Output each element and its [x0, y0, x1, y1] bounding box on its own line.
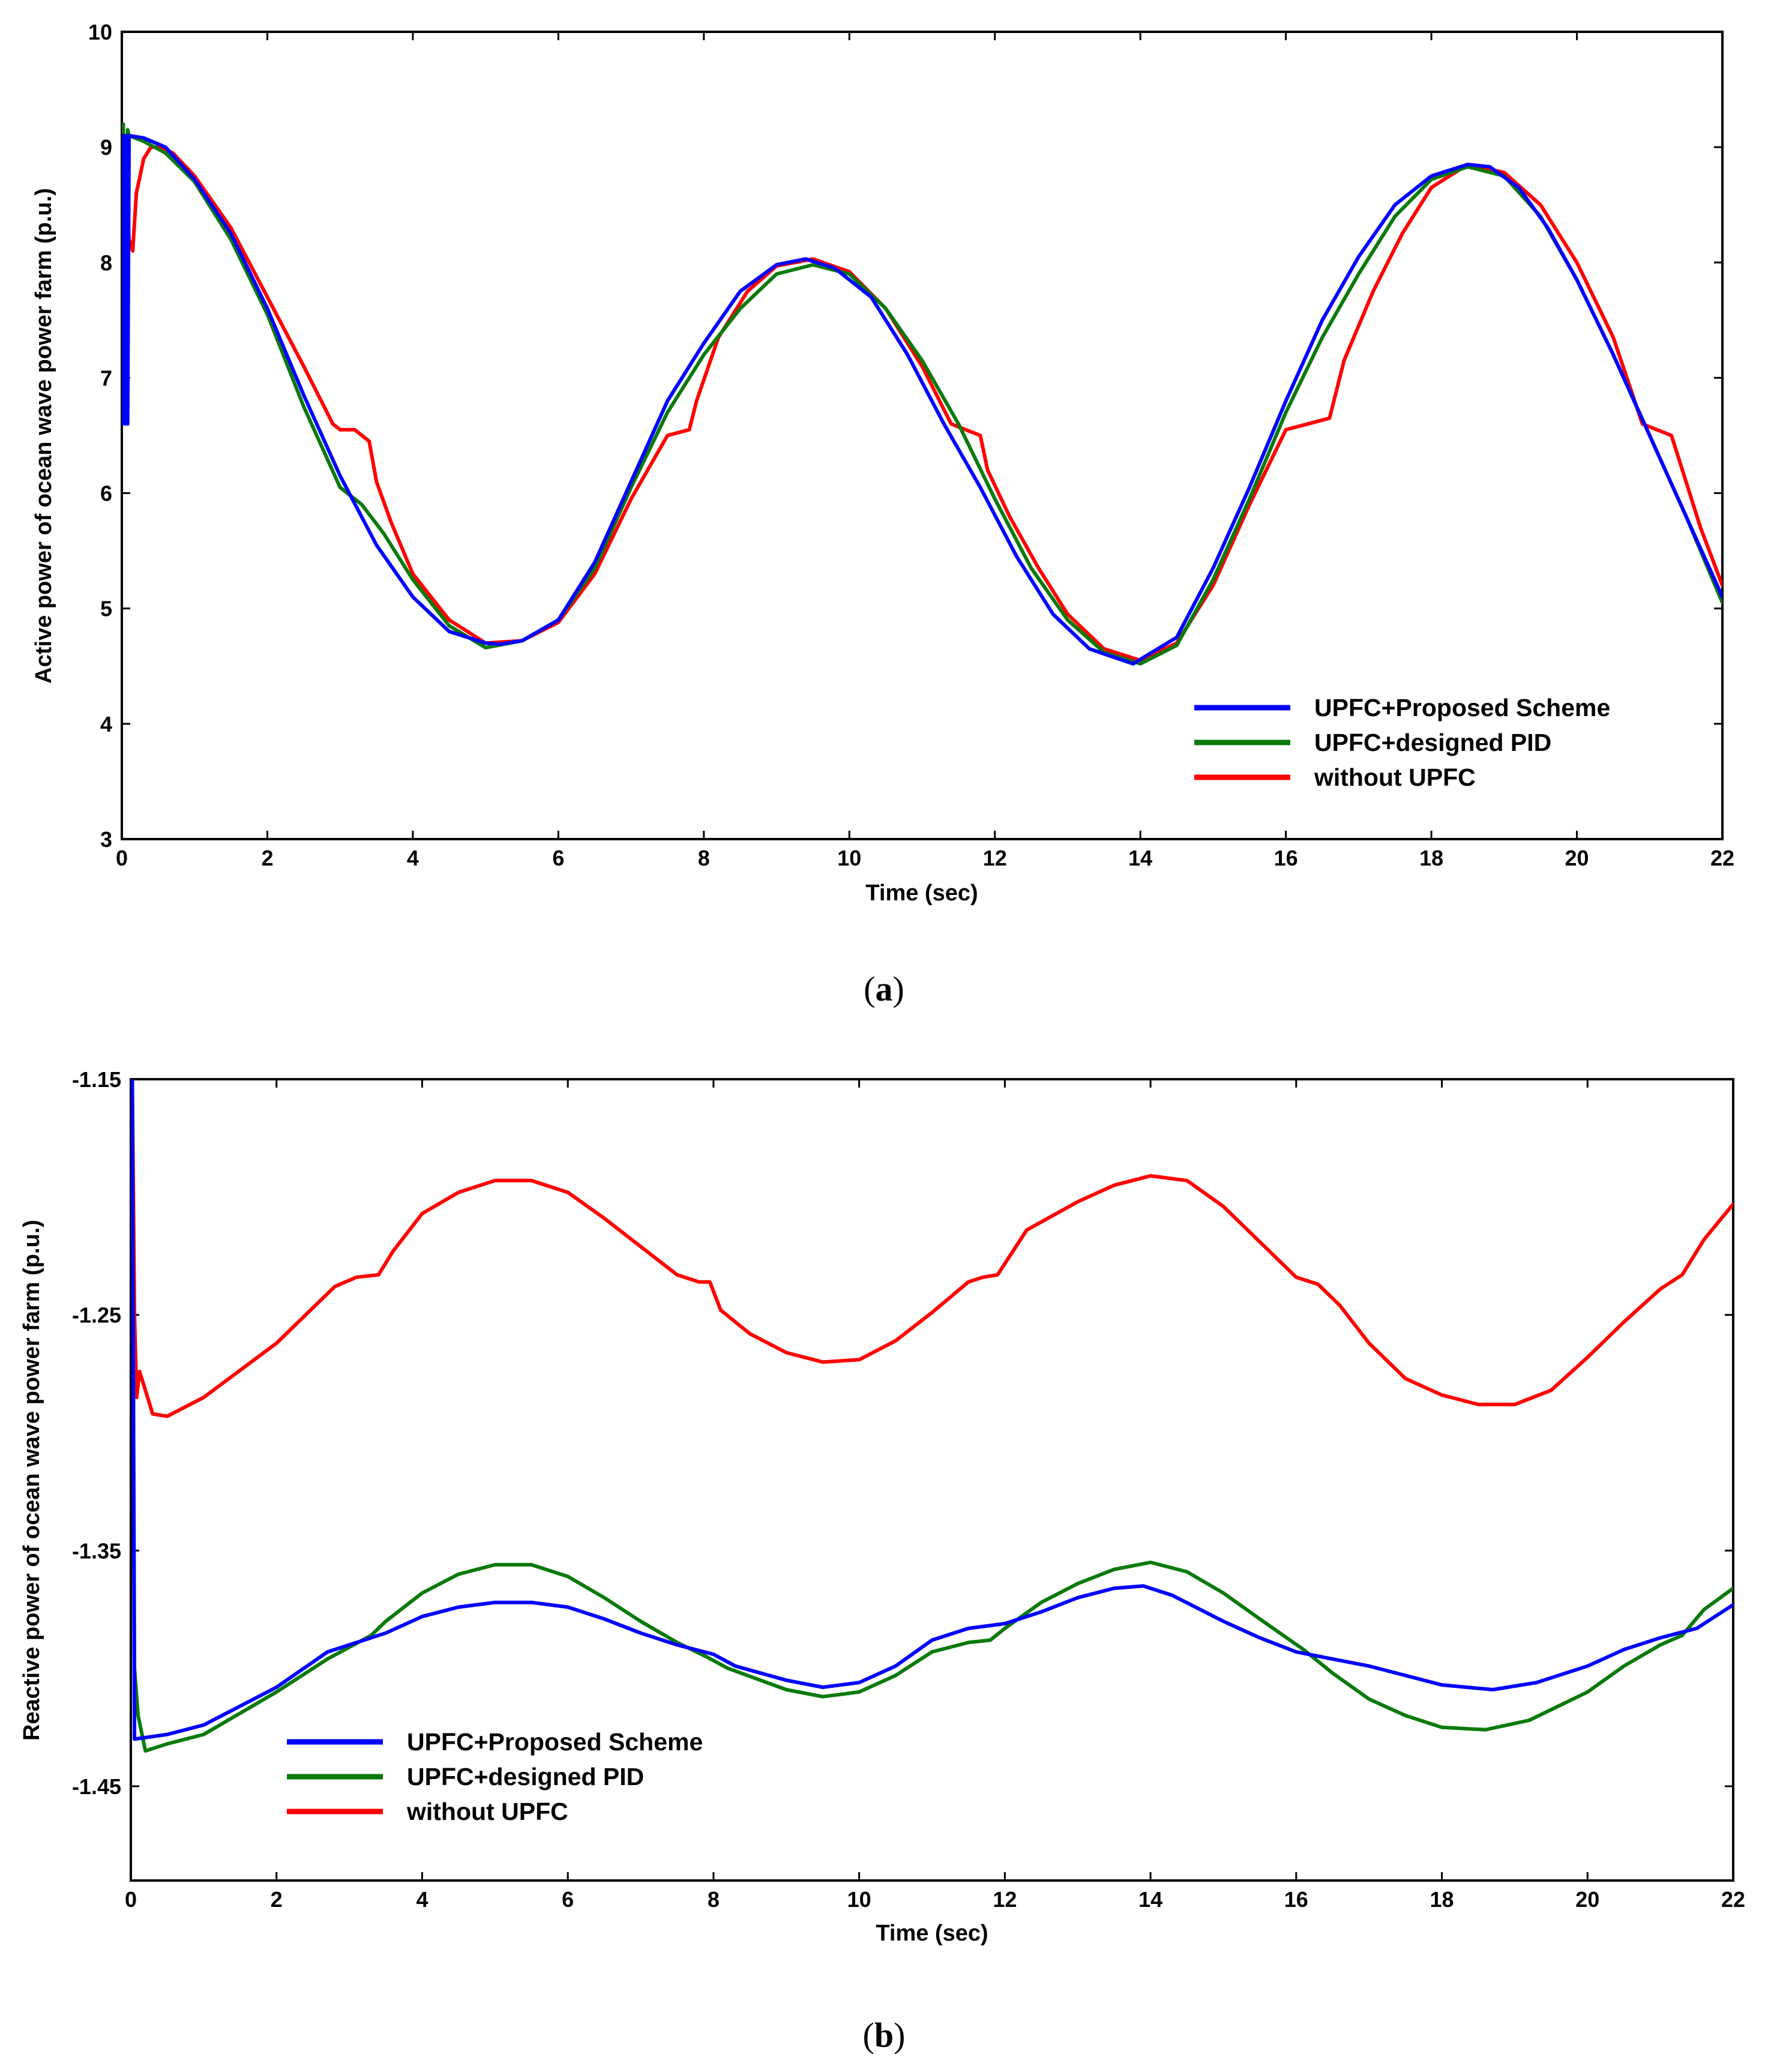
x-tick-label-a: 10	[837, 846, 861, 870]
plot-area-a	[121, 31, 1724, 840]
panel-b: 0 2 4 6 8 10 12 14 16 18 20 22-1.15-1.25-1.35-1.45 …	[19, 1067, 1745, 2055]
series-group-a	[122, 122, 1722, 666]
y-tick-label-a: 7	[100, 366, 112, 390]
x-tick-label-b: 6	[562, 1887, 574, 1912]
legend-label-a-2: UPFC+designed PID	[1314, 729, 1551, 756]
y-tick-label-a: 8	[100, 250, 112, 275]
y-tick-label-b: -1.15	[72, 1067, 121, 1092]
x-tick-label-b: 20	[1575, 1887, 1599, 1912]
y-tick-label-a: 4	[100, 712, 112, 736]
series-line-a-1	[122, 133, 1722, 666]
series-line-b-3	[131, 1079, 1733, 1418]
tick-labels-b: 0 2 4 6 8 10 12 14 16 18 20 22 -1.15 -1.25 -1.35 -1.45	[72, 1067, 1745, 1912]
x-tick-label-a: 18	[1419, 846, 1443, 870]
x-tick-label-b: 4	[416, 1887, 428, 1912]
caption-letter-b: b	[874, 2016, 894, 2055]
legend-label-b-1: UPFC+Proposed Scheme	[407, 1728, 703, 1756]
x-axis-title-a: Time (sec)	[865, 881, 978, 906]
legend-label-b-3: without UPFC	[406, 1798, 568, 1825]
x-tick-label-a: 8	[698, 846, 710, 870]
y-tick-label-a: 6	[100, 481, 112, 506]
x-tick-label-a: 14	[1128, 846, 1152, 870]
legend-b: UPFC+Proposed Scheme UPFC+designed PID wit…	[287, 1728, 703, 1825]
x-tick-label-a: 2	[261, 846, 273, 870]
x-tick-label-b: 22	[1721, 1887, 1745, 1912]
x-tick-label-a: 12	[983, 846, 1007, 870]
ticks-b	[130, 1078, 1734, 1881]
y-tick-label-a: 3	[100, 827, 112, 852]
legend-label-a-3: without UPFC	[1314, 763, 1476, 791]
series-line-b-2	[131, 1079, 1733, 1753]
series-line-a-3	[122, 145, 1722, 663]
x-tick-label-b: 2	[271, 1887, 283, 1912]
series-line-a-2	[122, 122, 1722, 666]
x-tick-label-b: 10	[847, 1887, 871, 1912]
series-group-b	[131, 1079, 1733, 1753]
x-tick-label-b: 0	[125, 1887, 137, 1912]
x-tick-label-b: 12	[993, 1887, 1017, 1912]
x-tick-label-b: 16	[1284, 1887, 1308, 1912]
x-tick-label-b: 8	[708, 1887, 720, 1912]
y-tick-label-a: 5	[100, 597, 112, 621]
x-tick-label-b: 18	[1430, 1887, 1454, 1912]
y-axis-title-a: Active power of ocean wave power farm (p…	[31, 188, 56, 684]
x-tick-label-a: 6	[552, 846, 564, 870]
x-tick-label-a: 22	[1710, 846, 1734, 870]
legend-a: UPFC+Proposed Scheme UPFC+designed PID wit…	[1194, 694, 1610, 791]
y-tick-label-b: -1.25	[72, 1303, 121, 1328]
y-tick-label-a: 9	[100, 135, 112, 160]
caption-b: (b)	[863, 2016, 906, 2055]
y-tick-label-a: 10	[88, 20, 112, 44]
x-axis-title-b: Time (sec)	[876, 1921, 988, 1946]
legend-label-b-2: UPFC+designed PID	[407, 1763, 644, 1790]
tick-labels-a: 0 2 4 6 8 10 12 14 16 18 20 22 3 4 5 6 7 8 9 10	[88, 20, 1734, 870]
y-tick-label-b: -1.35	[72, 1538, 121, 1563]
plot-area-b	[130, 1078, 1734, 1882]
y-tick-label-b: -1.45	[72, 1774, 121, 1799]
x-tick-label-a: 4	[407, 846, 419, 870]
caption-a: (a)	[864, 969, 904, 1008]
x-tick-label-b: 14	[1138, 1887, 1162, 1912]
x-tick-label-a: 0	[116, 846, 128, 870]
caption-letter-a: a	[876, 969, 893, 1008]
series-line-b-1	[131, 1079, 1733, 1741]
y-axis-title-b: Reactive power of ocean wave power farm …	[19, 1220, 44, 1741]
legend-label-a-1: UPFC+Proposed Scheme	[1314, 694, 1610, 721]
x-tick-label-a: 16	[1274, 846, 1298, 870]
x-tick-label-a: 20	[1565, 846, 1589, 870]
